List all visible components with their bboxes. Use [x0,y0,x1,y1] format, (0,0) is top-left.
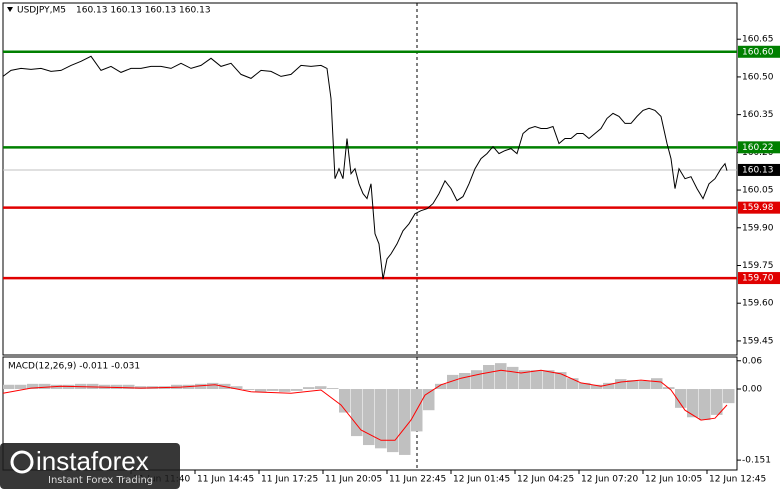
x-tick-label: 11 Jun 20:05 [325,475,382,485]
macd-histogram-bar [111,384,123,390]
macd-histogram-bar [471,370,483,390]
macd-histogram-bar [639,381,651,390]
x-tick-label: 12 Jun 12:45 [709,475,766,485]
macd-histogram-bar [387,389,399,453]
last-price-box [738,163,780,176]
header-marker [7,7,13,12]
level-label-box [738,201,780,214]
level-label-box [738,45,780,58]
ohlc-values: 160.13 160.13 160.13 160.13 [76,6,211,16]
macd-histogram-bar [459,373,471,390]
macd-histogram-bar [243,389,255,390]
symbol-title: USDJPY,M5 [17,6,66,16]
x-tick-label: 12 Jun 07:20 [581,475,638,485]
macd-histogram-bar [723,389,735,404]
macd-histogram-bar [39,383,51,390]
level-label: 160.60 [742,47,774,57]
level-label-box [738,272,780,285]
price-panel-frame [2,2,738,356]
macd-histogram-bar [627,380,639,390]
macd-histogram-bar [195,383,207,390]
y-tick-label: 159.60 [742,299,774,309]
macd-histogram-bar [15,384,27,390]
macd-histogram-bar [303,387,315,390]
level-label-box [738,141,780,154]
macd-histogram-bar [231,386,243,390]
macd-histogram-bar [447,374,459,390]
macd-histogram-bar [399,389,411,455]
macd-histogram-bar [3,384,15,390]
macd-histogram-bar [291,389,303,391]
x-tick-label: 11 Jun 17:25 [261,475,318,485]
y-tick-label: 159.90 [742,223,774,233]
x-tick-label: 11 Jun 14:45 [197,475,254,485]
watermark-icon [10,450,34,474]
macd-histogram-bar [207,382,219,390]
macd-histogram-bar [27,383,39,390]
macd-histogram-bar [579,382,591,390]
watermark-brand: instaforex [36,446,149,476]
macd-histogram-bar [375,389,387,449]
y-tick-label: 0.06 [742,356,762,366]
y-tick-label: 160.50 [742,72,774,82]
y-tick-label: 159.75 [742,261,774,271]
y-tick-label: -0.151 [742,456,771,466]
price-line [2,55,728,280]
macd-histogram-bar [507,366,519,390]
macd-histogram-bar [435,383,447,390]
watermark-tagline: Instant Forex Trading [48,475,153,486]
y-tick-label: 160.35 [742,110,774,120]
x-tick-label: 12 Jun 04:25 [517,475,574,485]
x-tick-label: 11 Jun 22:45 [389,475,446,485]
macd-histogram-bar [123,384,135,390]
macd-histogram-bar [675,389,687,408]
macd-histogram-bar [351,389,363,437]
macd-histogram-bar [687,389,699,418]
macd-histogram-bar [495,363,507,390]
macd-histogram-bar [483,365,495,390]
macd-histogram-bar [363,389,375,446]
macd-histogram-bar [519,370,531,390]
y-tick-label: 160.65 [742,35,774,45]
last-price-label: 160.13 [742,165,774,175]
macd-histogram-bar [699,389,711,421]
level-label: 159.98 [742,203,774,213]
macd-histogram-bar [591,384,603,390]
macd-panel-frame [2,356,738,471]
y-tick-label: 0.00 [742,385,762,395]
macd-histogram-bar [423,389,435,411]
macd-signal-line [2,369,728,441]
macd-histogram-bar [603,382,615,390]
macd-histogram-bar [63,384,75,390]
macd-histogram-bar [651,378,663,390]
macd-histogram-bar [555,372,567,390]
macd-histogram-bar [315,386,327,390]
macd-title: MACD(12,26,9) -0.011 -0.031 [8,362,140,372]
level-label: 160.22 [742,143,774,153]
x-tick-label: 12 Jun 01:45 [453,475,510,485]
macd-histogram-bar [615,379,627,390]
x-tick-label: 12 Jun 10:05 [645,475,702,485]
macd-histogram-bar [327,388,339,390]
macd-histogram-bar [531,370,543,390]
y-tick-label: 160.05 [742,186,774,196]
macd-histogram-bar [567,378,579,390]
macd-histogram-bar [267,389,279,391]
macd-histogram-bar [339,389,351,413]
y-tick-label: 159.45 [742,336,774,346]
level-label: 159.70 [742,274,774,284]
watermark-box [0,443,180,489]
macd-histogram-bar [711,389,723,415]
macd-histogram-bar [279,389,291,392]
macd-histogram-bar [255,389,267,392]
macd-histogram-bar [543,370,555,390]
